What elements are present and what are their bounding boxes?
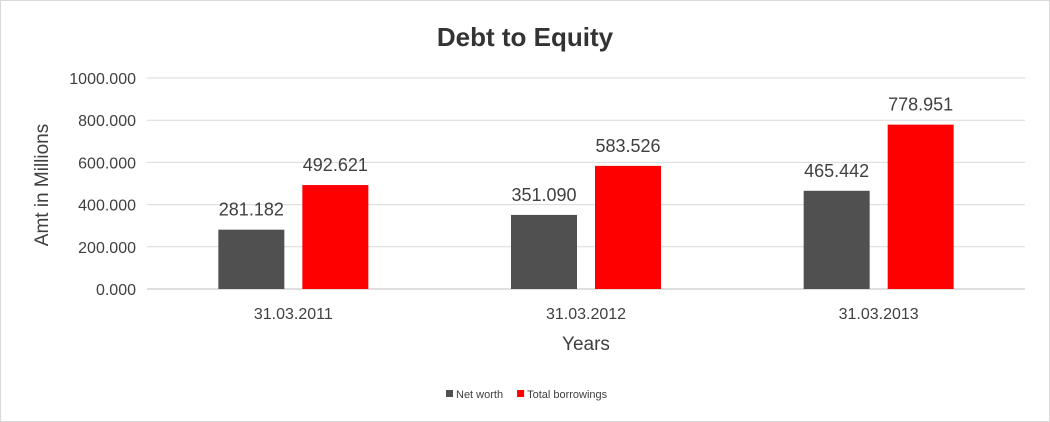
- x-tick-label: 31.03.2013: [839, 306, 919, 323]
- y-tick-label: 600.000: [78, 155, 136, 172]
- x-tick-label: 31.03.2012: [546, 306, 626, 323]
- x-axis-label: Years: [562, 334, 610, 355]
- data-labels: 281.182 492.621 351.090 583.526 465.442 778.9…: [219, 95, 953, 220]
- bar: [302, 185, 369, 289]
- bars: [218, 124, 954, 289]
- data-label: 778.951: [888, 95, 953, 115]
- bar: [595, 165, 661, 289]
- legend-label: Total borrowings: [527, 389, 608, 401]
- bar: [803, 190, 870, 289]
- data-label: 492.621: [303, 155, 368, 175]
- y-axis-label: Amt in Millions: [32, 124, 53, 246]
- x-tick-label: 31.03.2011: [254, 306, 333, 323]
- y-axis-ticks: 0.000 200.000 400.000 600.000 800.000 1000.00…: [69, 71, 136, 299]
- data-label: 465.442: [804, 161, 869, 181]
- y-tick-label: 0.000: [96, 282, 136, 299]
- y-tick-label: 800.000: [78, 113, 136, 130]
- chart-title: Debt to Equity: [437, 22, 614, 52]
- bar: [218, 229, 285, 289]
- y-tick-label: 400.000: [78, 198, 136, 215]
- legend-label: Net worth: [456, 389, 503, 401]
- data-label: 583.526: [595, 136, 660, 156]
- legend-swatch: [446, 390, 453, 397]
- y-tick-label: 200.000: [78, 240, 136, 257]
- gridlines: [147, 77, 1025, 290]
- bar: [511, 214, 577, 289]
- data-label: 351.090: [511, 185, 576, 205]
- y-tick-label: 1000.000: [69, 71, 136, 88]
- legend-swatch: [517, 390, 525, 397]
- bar: [887, 124, 954, 289]
- data-label: 281.182: [219, 200, 284, 220]
- x-axis-ticks: 31.03.2011 31.03.2012 31.03.2013: [254, 306, 919, 323]
- legend: Net worth Total borrowings: [446, 389, 608, 401]
